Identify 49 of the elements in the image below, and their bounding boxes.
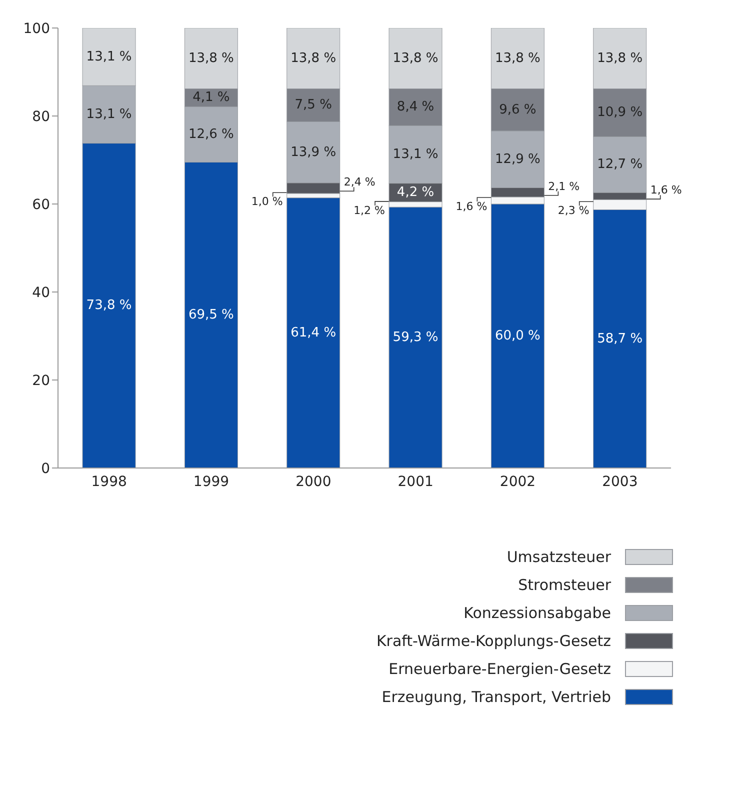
data-label: 13,9 % bbox=[290, 144, 336, 160]
data-label: 9,6 % bbox=[499, 102, 536, 118]
legend-label: Kraft-Wärme-Kopplungs-Gesetz bbox=[376, 632, 611, 650]
legend-label: Erzeugung, Transport, Vertrieb bbox=[382, 688, 611, 706]
x-tick-label: 2003 bbox=[602, 474, 638, 490]
data-label: 12,7 % bbox=[597, 157, 643, 172]
data-label: 12,6 % bbox=[188, 126, 234, 142]
data-label: 2,1 % bbox=[548, 180, 580, 193]
data-label: 4,2 % bbox=[396, 185, 434, 200]
data-label: 60,0 % bbox=[494, 328, 540, 344]
data-label: 13,8 % bbox=[392, 50, 438, 66]
data-label: 1,2 % bbox=[354, 204, 386, 217]
data-label: 73,8 % bbox=[86, 298, 132, 314]
y-tick-label: 60 bbox=[32, 196, 50, 213]
data-label: 69,5 % bbox=[188, 308, 234, 323]
legend-label: Stromsteuer bbox=[518, 576, 611, 594]
y-tick-label: 100 bbox=[23, 20, 50, 37]
x-tick-label: 2001 bbox=[398, 474, 434, 490]
y-tick-label: 40 bbox=[32, 284, 50, 301]
data-label: 13,1 % bbox=[392, 147, 438, 162]
data-label: 13,8 % bbox=[597, 50, 643, 66]
data-label: 2,3 % bbox=[558, 204, 590, 218]
data-label: 13,8 % bbox=[188, 50, 234, 66]
data-label: 12,9 % bbox=[494, 152, 540, 167]
data-label: 13,8 % bbox=[494, 50, 540, 66]
data-label: 8,4 % bbox=[396, 100, 434, 115]
data-label: 61,4 % bbox=[290, 325, 336, 340]
data-label: 2,4 % bbox=[344, 176, 376, 189]
data-label: 13,1 % bbox=[86, 106, 132, 122]
y-tick-label: 20 bbox=[32, 372, 50, 389]
data-label: 13,8 % bbox=[290, 50, 336, 66]
y-tick-label: 80 bbox=[32, 108, 50, 125]
data-label: 1,0 % bbox=[251, 195, 283, 208]
legend-label: Erneuerbare-Energien-Gesetz bbox=[388, 660, 611, 678]
y-tick-label: 0 bbox=[41, 460, 50, 477]
data-label: 58,7 % bbox=[597, 331, 643, 346]
data-label: 1,6 % bbox=[456, 200, 488, 213]
data-label: 4,1 % bbox=[192, 90, 230, 106]
data-label: 7,5 % bbox=[294, 98, 332, 113]
data-label: 13,1 % bbox=[86, 49, 132, 64]
x-tick-label: 2002 bbox=[500, 474, 536, 490]
legend-label: Umsatzsteuer bbox=[506, 548, 611, 566]
data-label: 1,6 % bbox=[650, 184, 682, 197]
x-tick-label: 2000 bbox=[296, 474, 332, 490]
data-label: 10,9 % bbox=[597, 105, 643, 120]
legend-label: Konzessionsabgabe bbox=[464, 604, 611, 622]
data-label: 59,3 % bbox=[392, 330, 438, 346]
x-tick-label: 1998 bbox=[91, 474, 127, 490]
x-tick-label: 1999 bbox=[193, 474, 230, 490]
